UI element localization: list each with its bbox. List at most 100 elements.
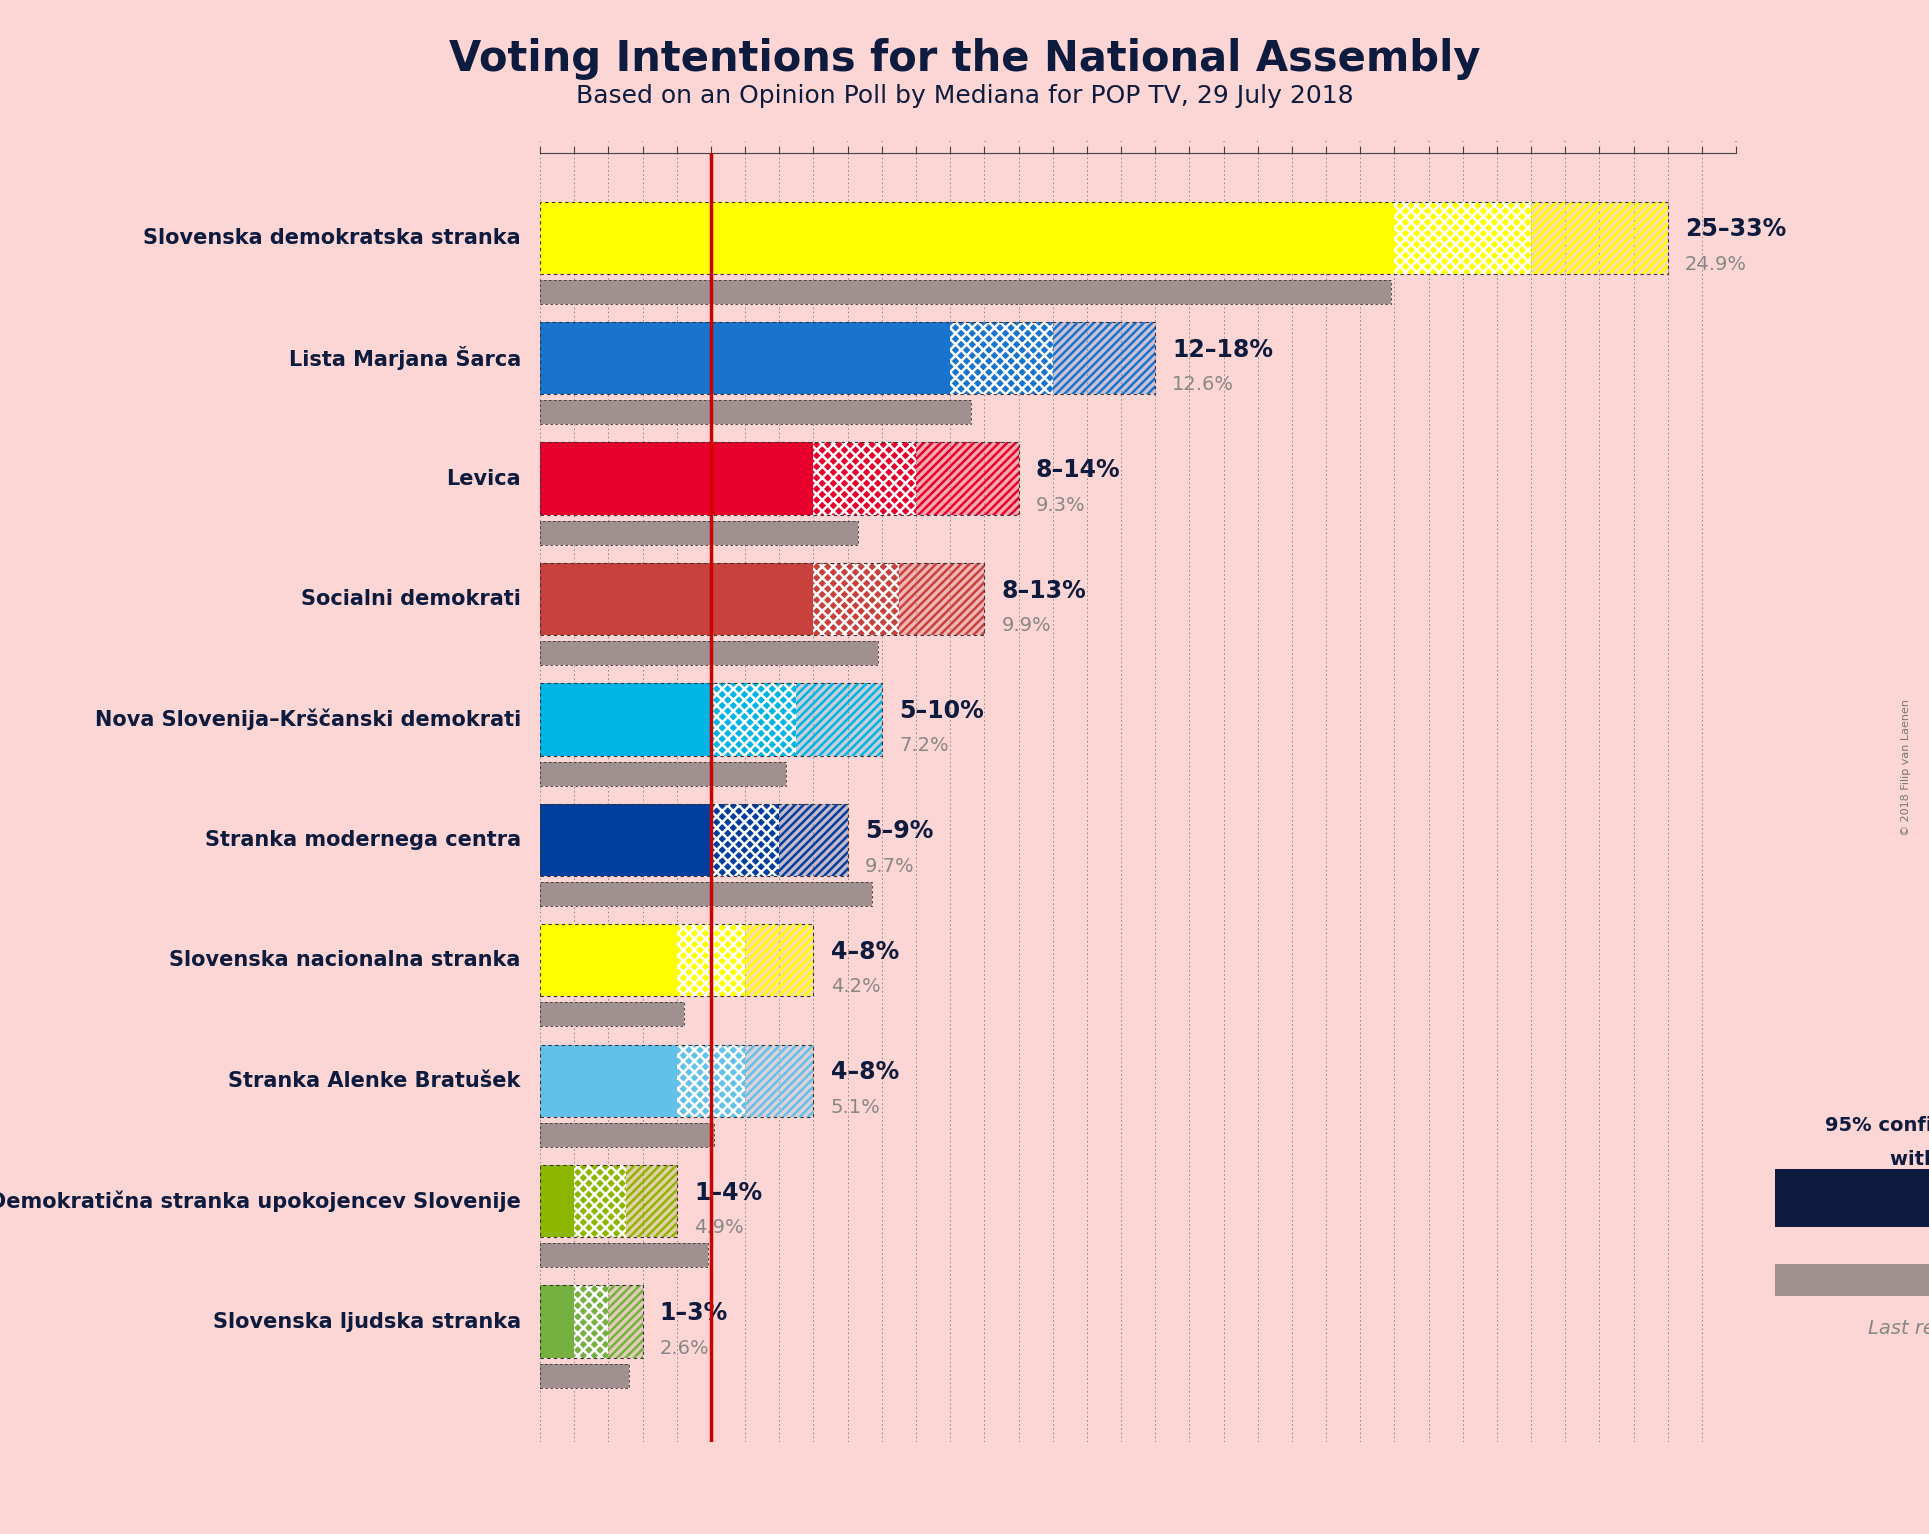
Bar [540, 1164, 575, 1238]
Bar [540, 322, 1155, 394]
Bar [540, 520, 858, 545]
Bar [677, 1045, 745, 1117]
Bar [540, 442, 1019, 515]
Text: 4.9%: 4.9% [694, 1218, 743, 1236]
Bar [745, 1045, 814, 1117]
Bar [540, 761, 787, 785]
Bar [625, 1164, 677, 1238]
Bar [1395, 201, 1532, 275]
Bar [540, 923, 814, 997]
Bar [540, 442, 814, 515]
Bar [540, 400, 970, 425]
Bar [712, 683, 797, 756]
Bar [779, 804, 847, 876]
Bar [712, 804, 779, 876]
Text: 12–18%: 12–18% [1173, 337, 1273, 362]
Text: Socialni demokrati: Socialni demokrati [301, 589, 521, 609]
Text: 1–4%: 1–4% [694, 1181, 762, 1204]
Bar [1896, 1169, 1929, 1227]
Bar [540, 1002, 683, 1026]
Bar [540, 641, 878, 666]
Bar [540, 683, 882, 756]
Bar [540, 1243, 708, 1267]
Bar [540, 1123, 714, 1147]
Text: 5–10%: 5–10% [899, 700, 984, 723]
Bar [540, 1123, 714, 1147]
Text: Nova Slovenija–Krščanski demokrati: Nova Slovenija–Krščanski demokrati [95, 709, 521, 730]
Bar [540, 923, 677, 997]
Bar [951, 322, 1053, 394]
Bar [540, 201, 1395, 275]
Bar [575, 1285, 608, 1358]
Text: Slovenska nacionalna stranka: Slovenska nacionalna stranka [170, 950, 521, 971]
Text: 8–14%: 8–14% [1036, 459, 1121, 482]
Bar [677, 923, 745, 997]
Text: 4.2%: 4.2% [831, 977, 880, 996]
Bar [540, 520, 858, 545]
Text: Slovenska demokratska stranka: Slovenska demokratska stranka [143, 227, 521, 247]
Text: 95% confidence interval: 95% confidence interval [1825, 1117, 1929, 1135]
Bar [540, 563, 814, 635]
Text: 25–33%: 25–33% [1684, 218, 1786, 241]
Bar [916, 442, 1019, 515]
Text: Demokratična stranka upokojencev Slovenije: Demokratična stranka upokojencev Sloveni… [0, 1190, 521, 1212]
Bar [1053, 322, 1155, 394]
Bar [540, 400, 970, 425]
Text: © 2018 Filip van Laenen: © 2018 Filip van Laenen [1900, 698, 1912, 836]
Bar [540, 1002, 683, 1026]
Text: Voting Intentions for the National Assembly: Voting Intentions for the National Assem… [449, 38, 1480, 80]
Text: Based on an Opinion Poll by Mediana for POP TV, 29 July 2018: Based on an Opinion Poll by Mediana for … [575, 84, 1354, 109]
Text: 8–13%: 8–13% [1001, 578, 1086, 603]
Text: Last result: Last result [1867, 1319, 1929, 1338]
Bar [540, 1285, 642, 1358]
Bar [540, 683, 712, 756]
Bar [1775, 1169, 1896, 1227]
Bar [540, 1045, 677, 1117]
Bar [540, 322, 951, 394]
Text: 7.2%: 7.2% [899, 736, 949, 755]
Text: Levica: Levica [446, 468, 521, 488]
Bar [540, 279, 1391, 304]
Text: 2.6%: 2.6% [660, 1339, 710, 1358]
Bar [540, 641, 878, 666]
Bar [575, 1164, 625, 1238]
Bar [540, 1364, 629, 1388]
Bar [540, 1364, 629, 1388]
Text: Slovenska ljudska stranka: Slovenska ljudska stranka [212, 1312, 521, 1332]
Text: 4–8%: 4–8% [831, 1060, 899, 1085]
Bar [540, 201, 1669, 275]
Bar [814, 442, 916, 515]
Bar [745, 1045, 814, 1117]
Text: 1–3%: 1–3% [660, 1301, 727, 1325]
Bar [540, 804, 847, 876]
Text: Lista Marjana Šarca: Lista Marjana Šarca [289, 347, 521, 370]
Bar [540, 761, 787, 785]
Bar [797, 683, 882, 756]
Text: with median: with median [1890, 1150, 1929, 1169]
Bar [814, 563, 899, 635]
Bar [899, 563, 984, 635]
Bar [797, 683, 882, 756]
Bar [1532, 201, 1669, 275]
Bar [540, 882, 872, 907]
Text: 24.9%: 24.9% [1684, 255, 1748, 273]
Text: 4–8%: 4–8% [831, 940, 899, 963]
Bar [779, 804, 847, 876]
Bar [540, 279, 1391, 304]
Bar [540, 563, 984, 635]
Bar [540, 882, 872, 907]
Text: 9.7%: 9.7% [864, 858, 914, 876]
Bar [608, 1285, 642, 1358]
Bar [899, 563, 984, 635]
Bar [540, 1164, 677, 1238]
Bar [625, 1164, 677, 1238]
Text: 12.6%: 12.6% [1173, 376, 1235, 394]
Text: 9.3%: 9.3% [1036, 495, 1086, 514]
Bar [540, 1285, 575, 1358]
Text: 9.9%: 9.9% [1001, 617, 1051, 635]
Bar [745, 923, 814, 997]
Bar [916, 442, 1019, 515]
Bar [540, 1045, 814, 1117]
Text: Stranka modernega centra: Stranka modernega centra [204, 830, 521, 850]
Bar [540, 1243, 708, 1267]
